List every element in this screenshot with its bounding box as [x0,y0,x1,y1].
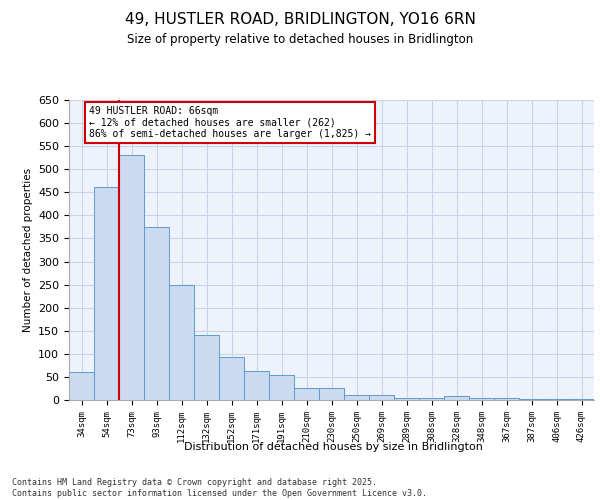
Bar [194,336,219,400]
Bar [269,374,294,400]
Text: Contains HM Land Registry data © Crown copyright and database right 2025.
Contai: Contains HM Land Registry data © Crown c… [12,478,427,498]
Bar [244,371,269,400]
Bar [419,398,444,400]
Bar [319,388,344,400]
Bar [219,357,244,400]
Bar [294,388,319,400]
Bar [369,396,394,400]
Text: 49 HUSTLER ROAD: 66sqm
← 12% of detached houses are smaller (262)
86% of semi-de: 49 HUSTLER ROAD: 66sqm ← 12% of detached… [89,106,371,138]
Text: 49, HUSTLER ROAD, BRIDLINGTON, YO16 6RN: 49, HUSTLER ROAD, BRIDLINGTON, YO16 6RN [125,12,475,28]
Y-axis label: Number of detached properties: Number of detached properties [23,168,32,332]
Bar [69,372,94,400]
Bar [444,396,469,400]
Bar [344,396,369,400]
Bar [519,398,544,400]
Bar [94,187,119,400]
Bar [569,399,594,400]
Bar [394,398,419,400]
Bar [544,398,569,400]
Text: Size of property relative to detached houses in Bridlington: Size of property relative to detached ho… [127,32,473,46]
Bar [469,398,494,400]
Bar [144,227,169,400]
Text: Distribution of detached houses by size in Bridlington: Distribution of detached houses by size … [184,442,482,452]
Bar [494,398,519,400]
Bar [119,156,144,400]
Bar [169,284,194,400]
